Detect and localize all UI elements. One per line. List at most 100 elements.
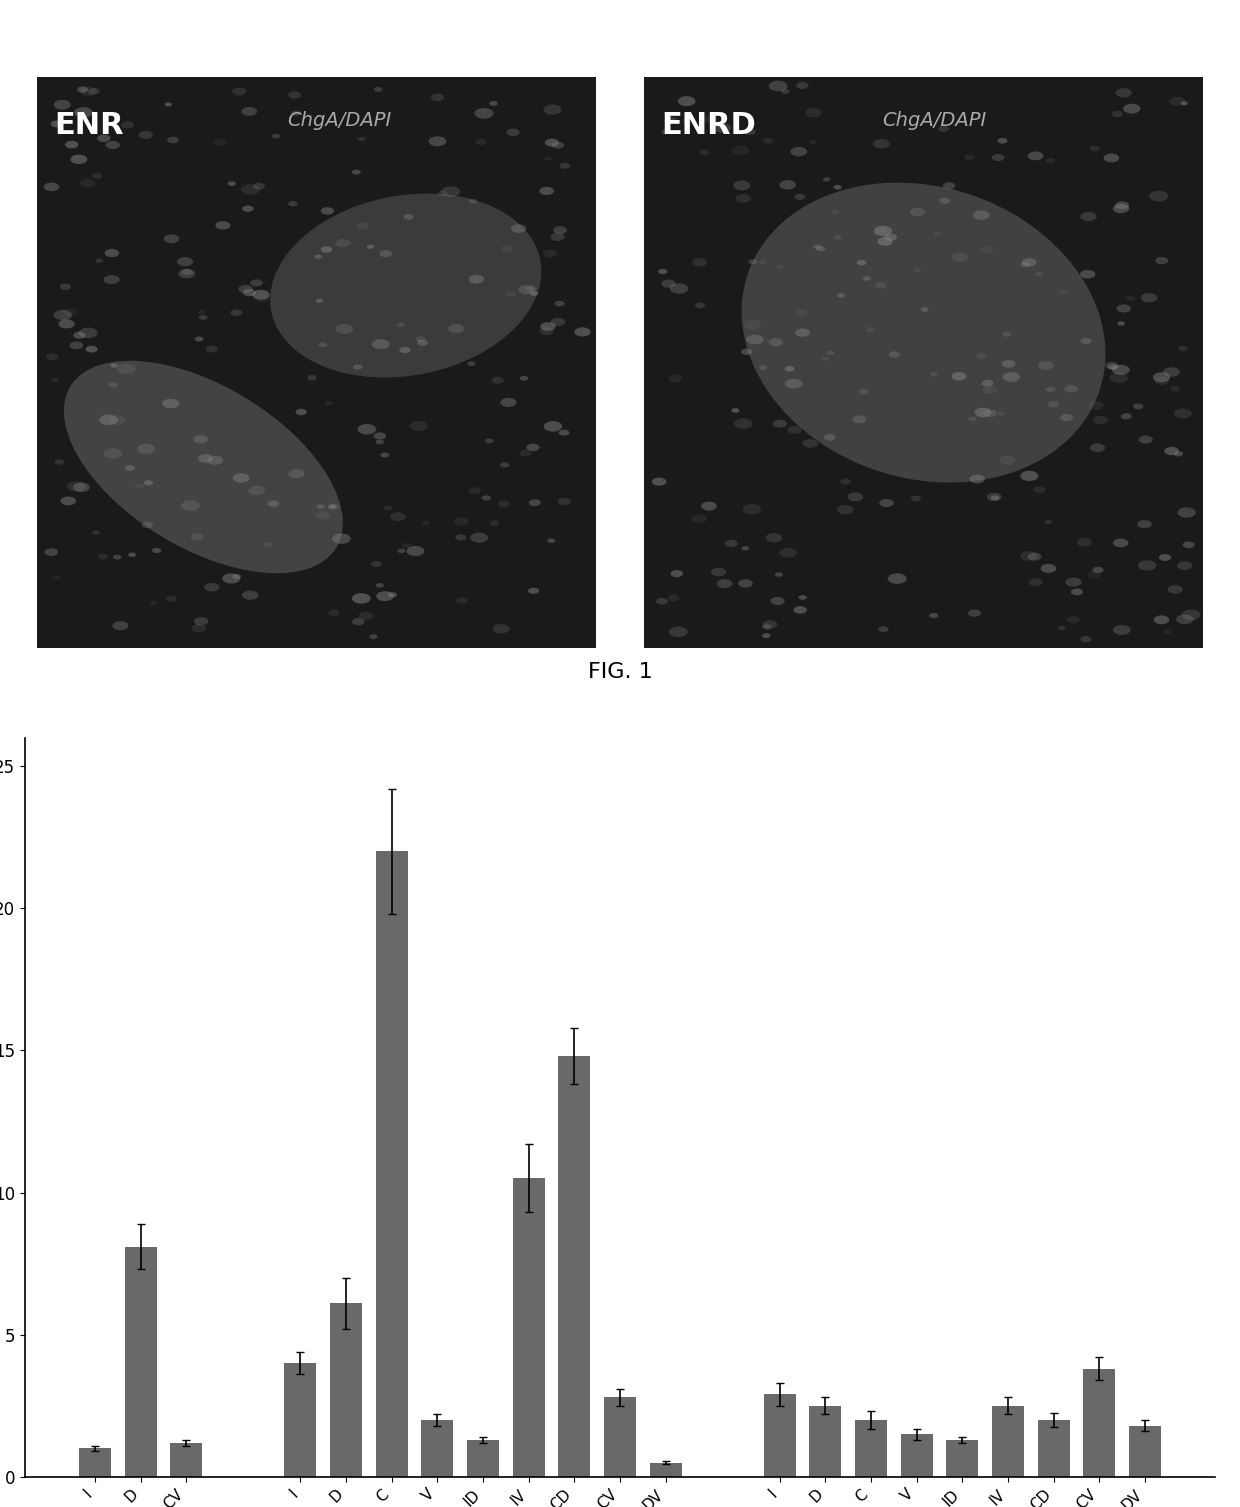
Circle shape: [799, 595, 807, 600]
Circle shape: [1174, 408, 1192, 419]
Circle shape: [404, 214, 414, 220]
Circle shape: [997, 411, 1004, 416]
Circle shape: [738, 579, 753, 588]
Circle shape: [325, 401, 332, 405]
Circle shape: [668, 627, 688, 637]
Circle shape: [88, 87, 100, 95]
Circle shape: [71, 155, 87, 164]
Circle shape: [92, 530, 100, 535]
Circle shape: [79, 327, 98, 338]
Circle shape: [402, 543, 410, 549]
Circle shape: [191, 533, 203, 541]
Circle shape: [528, 499, 541, 506]
Circle shape: [544, 139, 559, 146]
Circle shape: [1090, 146, 1100, 151]
Circle shape: [51, 121, 63, 128]
Circle shape: [113, 621, 129, 630]
Circle shape: [711, 568, 727, 576]
Circle shape: [1105, 362, 1118, 369]
Bar: [558, 1056, 590, 1477]
Circle shape: [733, 181, 750, 190]
Circle shape: [329, 503, 339, 509]
Circle shape: [1183, 541, 1194, 549]
Text: ENRD: ENRD: [662, 112, 756, 140]
Circle shape: [164, 235, 180, 243]
Circle shape: [73, 482, 89, 491]
Circle shape: [252, 289, 270, 300]
FancyBboxPatch shape: [37, 77, 596, 648]
Circle shape: [376, 591, 394, 601]
Circle shape: [248, 485, 265, 496]
Circle shape: [759, 261, 766, 265]
Circle shape: [1163, 368, 1180, 377]
Circle shape: [742, 348, 753, 356]
Circle shape: [228, 181, 236, 185]
Circle shape: [1003, 372, 1019, 381]
Circle shape: [193, 436, 208, 443]
Circle shape: [1168, 585, 1183, 594]
Circle shape: [1071, 588, 1083, 595]
Circle shape: [661, 280, 676, 288]
Circle shape: [539, 187, 554, 194]
Circle shape: [1112, 203, 1130, 212]
Circle shape: [335, 240, 351, 247]
Circle shape: [759, 365, 768, 369]
Circle shape: [86, 345, 98, 353]
Circle shape: [381, 452, 389, 458]
Circle shape: [182, 270, 192, 276]
Circle shape: [51, 378, 58, 383]
Circle shape: [469, 274, 484, 283]
Circle shape: [852, 416, 867, 423]
Circle shape: [358, 137, 366, 142]
Circle shape: [77, 86, 88, 92]
Circle shape: [1045, 387, 1055, 392]
Circle shape: [353, 365, 362, 369]
Circle shape: [661, 130, 670, 134]
Circle shape: [470, 532, 489, 543]
Circle shape: [308, 375, 316, 380]
Circle shape: [1153, 372, 1171, 383]
Circle shape: [857, 259, 867, 265]
Circle shape: [732, 408, 739, 413]
Circle shape: [352, 594, 371, 604]
Circle shape: [837, 505, 853, 514]
Circle shape: [1163, 628, 1172, 634]
Circle shape: [541, 322, 556, 332]
Circle shape: [455, 535, 466, 541]
Circle shape: [520, 451, 531, 457]
Bar: [1130, 1426, 1161, 1477]
Circle shape: [873, 139, 890, 149]
Circle shape: [1092, 416, 1109, 425]
Circle shape: [206, 345, 218, 353]
Circle shape: [717, 579, 733, 588]
Circle shape: [816, 246, 826, 252]
Circle shape: [543, 250, 557, 258]
Circle shape: [701, 502, 717, 511]
Circle shape: [764, 139, 773, 143]
Circle shape: [81, 86, 97, 96]
Circle shape: [670, 283, 688, 294]
Circle shape: [785, 378, 802, 389]
Circle shape: [215, 139, 226, 146]
Circle shape: [699, 149, 709, 155]
Circle shape: [992, 154, 1004, 161]
Circle shape: [134, 484, 144, 488]
Ellipse shape: [64, 360, 342, 573]
Circle shape: [104, 249, 119, 258]
Circle shape: [179, 268, 195, 279]
Circle shape: [888, 573, 906, 583]
Bar: [810, 1406, 842, 1477]
Circle shape: [438, 190, 448, 196]
Circle shape: [45, 549, 58, 556]
FancyBboxPatch shape: [644, 77, 1203, 648]
Circle shape: [263, 543, 272, 547]
Circle shape: [268, 500, 279, 506]
Circle shape: [198, 315, 208, 319]
Circle shape: [1174, 451, 1183, 457]
Circle shape: [1114, 538, 1128, 547]
Circle shape: [1156, 256, 1168, 264]
Circle shape: [1178, 347, 1188, 351]
Circle shape: [195, 336, 203, 342]
Circle shape: [329, 505, 336, 509]
Circle shape: [125, 466, 135, 470]
